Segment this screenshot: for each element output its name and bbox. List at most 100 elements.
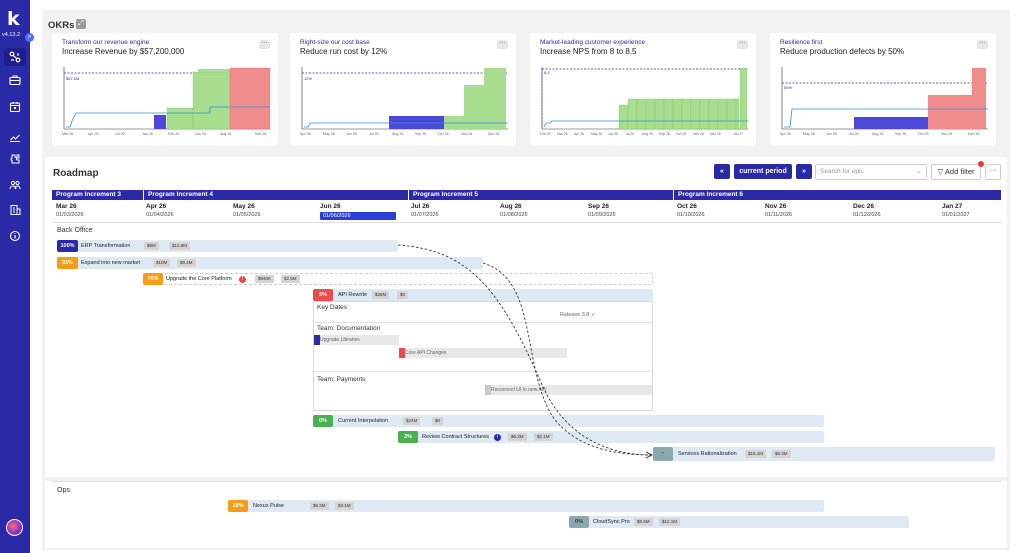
filter-icon: ▽ [937,167,944,176]
epic-name: Services Rationalization [678,451,737,457]
roadmap-more-button[interactable]: ··· [985,164,1001,180]
epic-bar-review-contracts[interactable] [398,431,824,443]
month-date: 01/10/2026 [677,212,705,218]
okr-target-label: 50% [784,85,792,90]
header-divider [52,222,1002,223]
add-filter-label: Add filter [944,167,975,176]
epic-progress: 76% [143,273,163,285]
add-filter-button[interactable]: ▽ Add filter [931,164,981,180]
alert-icon[interactable]: ! [239,276,246,283]
okr-card-revenue[interactable]: Transform our revenue engine Increase Re… [52,33,278,145]
okr-tag: Transform our revenue engine [62,39,150,46]
team-documentation-label: Team: Documentation [317,325,381,332]
prev-period-button[interactable]: « [714,164,730,179]
svg-text:Apr 26: Apr 26 [300,132,311,136]
month-label: Jan 27 [942,203,963,210]
program-increment-6: Program Increment 6 [674,190,1002,200]
okr-card-nps[interactable]: Market-leading customer experience Incre… [530,33,756,145]
epic-chip: $12.1M [659,518,681,526]
epic-progress: 3% [398,431,418,443]
okr-more-button[interactable]: ··· [497,40,508,49]
month-date: 01/11/2026 [765,212,793,218]
epic-name: CloudSync Pro [593,519,630,525]
program-increment-5: Program Increment 5 [409,190,674,200]
month-label: Jun 26 [320,203,341,210]
epic-chip: $8.3M [310,502,329,510]
epic-bar-erp[interactable] [57,240,398,252]
svg-text:Nov 26: Nov 26 [693,132,704,136]
rocket-icon: ➶ [590,312,596,318]
epic-name: Current Interpolation [338,418,389,424]
svg-text:May 26: May 26 [591,132,602,136]
building-icon[interactable] [8,203,22,217]
story-core-api-changes[interactable]: Core API Changes [399,348,567,358]
user-avatar[interactable] [6,519,23,536]
chart-icon[interactable] [8,130,22,144]
story-reconnect-ui[interactable]: Reconnect UI to new API [485,385,652,395]
story-upgrade-libraries[interactable]: Upgrade Libraries [314,335,399,345]
svg-text:Nov 26: Nov 26 [461,132,472,136]
epic-name: Review Contract Structures [422,434,489,440]
svg-text:Oct 26: Oct 26 [918,132,929,136]
month-date: 01/09/2026 [588,212,616,218]
svg-text:Sep 26: Sep 26 [895,132,906,136]
key-dates-label: Key Dates [317,304,347,311]
okr-chart-nps: 8.5 Feb 26 Mar 26 Apr 26 May 26 Jun 26 Jul 26… [540,67,748,136]
current-period-button[interactable]: current period [734,164,792,179]
month-label: Sep 26 [588,203,609,210]
current-month-date: 01/06/2026 [320,212,396,220]
epic-name: ERP Transformation [81,243,131,249]
release-marker[interactable]: Release 3.8 ➶ [560,312,596,318]
epic-chip: $16.1M [745,450,767,458]
okr-more-button[interactable]: ··· [977,40,988,49]
svg-text:Aug 26: Aug 26 [872,132,883,136]
next-period-button[interactable]: » [796,164,812,179]
month-label: Dec 26 [853,203,874,210]
svg-text:Jun 26: Jun 26 [608,132,618,136]
okr-more-button[interactable]: ··· [259,40,270,49]
story-status-edge [314,335,320,345]
svg-text:Nov 26: Nov 26 [941,132,952,136]
okr-chart-cost: 12% Apr 26 May 26 Jun 26 Jul 26 Aug 26 Sep 26… [300,67,508,136]
sidebar: k v4.13.2 » [0,0,34,553]
epic-chip: $9.4M [177,259,196,267]
month-date: 01/03/2026 [56,212,84,218]
info-icon[interactable] [8,229,22,243]
calendar-icon[interactable] [8,100,22,114]
svg-text:Aug 26: Aug 26 [642,132,653,136]
program-increment-3: Program Increment 3 [52,190,144,200]
info-icon[interactable]: i [494,434,501,441]
month-label: Apr 26 [146,203,167,210]
okr-chart-revenue: $57.2M Mar 26 Apr 26 Jul 26 Jan 26 Feb 26 Jun… [62,67,271,136]
okr-card-defects[interactable]: Resilience first Reduce production defec… [770,33,996,145]
group-divider [52,481,1002,482]
month-date: 01/01/2027 [942,212,970,218]
epic-chip: $8.6M [634,518,653,526]
briefcase-icon[interactable] [8,73,22,87]
graph-icon[interactable] [8,50,22,64]
epic-bar-services[interactable] [653,447,995,461]
svg-text:May 26: May 26 [803,132,815,136]
epic-progress: 93% [57,257,78,269]
collapse-sidebar-button[interactable]: » [25,33,34,42]
story-status-edge [485,385,491,395]
team-icon[interactable] [8,178,22,192]
svg-text:Jul 26: Jul 26 [625,132,634,136]
epic-bar-nexus-pulse[interactable] [228,500,824,512]
app-logo[interactable]: k [7,8,20,30]
svg-text:Apr 26: Apr 26 [88,132,99,136]
chevron-down-icon[interactable]: ⌄ [916,168,922,175]
epic-name: Upgrade the Core Platform [166,276,232,282]
puzzle-icon[interactable] [8,152,22,166]
epic-chip: $10M [153,259,171,267]
month-label: Oct 26 [677,203,697,210]
month-label: Mar 26 [56,203,77,210]
month-label: Aug 26 [500,203,522,210]
okr-more-button[interactable]: ··· [737,40,748,49]
okr-card-cost[interactable]: Right-size our cost base Reduce run cost… [290,33,516,145]
epic-search-input[interactable]: Search for epic ⌄ [815,164,927,180]
epic-bar-cloudsync[interactable] [569,516,909,528]
expand-icon[interactable]: ⤢ [76,19,86,29]
svg-text:Apr 26: Apr 26 [574,132,584,136]
epic-progress: - [653,447,673,461]
